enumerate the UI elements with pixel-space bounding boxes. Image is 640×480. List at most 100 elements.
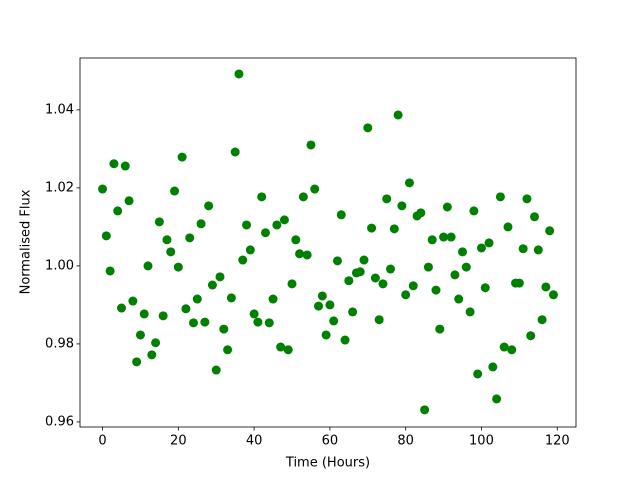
point [298,192,308,202]
point [135,330,145,340]
point [344,276,354,286]
point [522,194,532,204]
point [446,232,456,242]
point [200,317,210,327]
point [204,201,214,211]
y-tick-label: 0.96 [45,414,74,429]
point [219,324,229,334]
point [465,307,475,317]
y-tick-label: 1.02 [45,180,74,195]
point [348,307,358,317]
point [223,345,233,355]
point [242,220,252,230]
point [151,338,161,348]
point [435,324,445,334]
point [211,365,221,375]
point [545,226,555,236]
point [427,235,437,245]
point [321,330,331,340]
x-tick-label: 20 [170,434,187,449]
point [484,238,494,248]
point [317,291,327,301]
point [336,210,346,220]
point [295,249,305,259]
point [173,262,183,272]
point [230,147,240,157]
x-tick-label: 100 [469,434,494,449]
point [359,255,369,265]
y-axis-label: Normalised Flux [19,189,34,294]
point [492,394,502,404]
point [454,294,464,304]
point [124,196,134,206]
point [480,283,490,293]
point [541,282,551,292]
point [386,264,396,274]
point [530,212,540,222]
point [488,362,498,372]
y-tick-label: 1.04 [45,102,74,117]
point [139,309,149,319]
point [340,335,350,345]
x-tick-label: 60 [322,434,339,449]
point [548,290,558,300]
point [507,345,517,355]
point [154,217,164,227]
x-tick-label: 40 [246,434,263,449]
point [469,206,479,216]
point [272,220,282,230]
point [101,231,111,241]
point [170,186,180,196]
point [503,222,513,232]
point [533,245,543,255]
point [378,279,388,289]
point [404,178,414,188]
point [283,345,293,355]
point [420,405,430,415]
point [177,152,187,162]
point [306,140,316,150]
point [113,206,123,216]
point [310,184,320,194]
point [431,285,441,295]
point [537,315,547,325]
point [389,224,399,234]
point [234,69,244,79]
point [291,235,301,245]
point [128,296,138,306]
point [276,342,286,352]
point [98,184,108,194]
point [458,247,468,257]
point [416,208,426,218]
point [181,304,191,314]
point [329,316,339,326]
point [132,357,142,367]
point [105,266,115,276]
point [325,300,335,310]
point [514,278,524,288]
point [382,194,392,204]
point [355,267,365,277]
point [476,243,486,253]
point [249,309,259,319]
point [166,247,176,257]
y-tick-label: 1.00 [45,258,74,273]
point [363,123,373,133]
point [461,262,471,272]
point [268,294,278,304]
point [192,294,202,304]
point [442,202,452,212]
point [245,245,255,255]
point [158,311,168,321]
point [196,219,206,229]
x-tick-label: 80 [397,434,414,449]
point [439,232,449,242]
point [518,244,528,254]
x-tick-label: 0 [98,434,106,449]
point [257,192,267,202]
point [116,303,126,313]
point [302,250,312,260]
point [450,270,460,280]
y-tick-label: 0.98 [45,336,74,351]
